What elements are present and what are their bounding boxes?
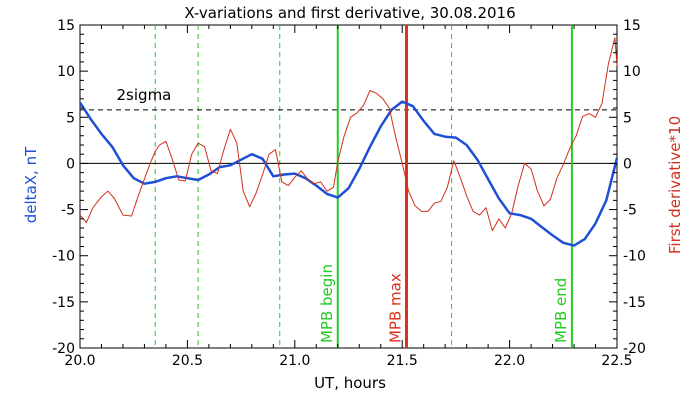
x-tick-label: 21.0 [279, 353, 310, 369]
y-right-tick-label: 0 [623, 156, 632, 172]
y-right-tick-label: 15 [623, 18, 641, 34]
x-tick-label: 20.5 [172, 353, 203, 369]
y-axis-label-right: First derivative*10 [666, 116, 684, 254]
plot-area: 2sigma MPB begin MPB max MPB end 20.0 20.5 21.… [52, 18, 646, 369]
y-right-tick-label: -10 [623, 249, 646, 265]
mpb-marker-label: MPB max [386, 273, 404, 343]
y-left-tick-label: -20 [52, 341, 75, 357]
y-left-tick-label: 0 [66, 156, 75, 172]
plot-frame [79, 24, 618, 349]
series-line-derivative [79, 37, 618, 232]
y-right-tick-label: -20 [623, 341, 646, 357]
x-tick-label: 22.5 [601, 353, 632, 369]
y-left-tick-label: -15 [52, 295, 75, 311]
chart-title: X-variations and first derivative, 30.08… [184, 4, 515, 22]
y-left-tick-label: 15 [57, 18, 75, 34]
sigma-label: 2sigma [117, 86, 172, 104]
mpb-marker-label: MPB begin [318, 264, 336, 343]
x-tick-label: 20.0 [64, 353, 95, 369]
x-tick-label: 21.5 [387, 353, 418, 369]
y-axis-label-left: deltaX, nT [22, 146, 40, 223]
y-right-tick-label: 10 [623, 64, 641, 80]
series-line-deltax [78, 100, 619, 247]
mpb-marker-label: MPB end [552, 278, 570, 343]
x-tick-label: 22.0 [494, 353, 525, 369]
y-right-tick-label: -5 [623, 203, 637, 219]
y-left-tick-label: 5 [66, 110, 75, 126]
y-right-tick-label: 5 [623, 110, 632, 126]
y-right-tick-label: -15 [623, 295, 646, 311]
y-left-tick-label: -5 [61, 203, 75, 219]
y-left-tick-label: -10 [52, 249, 75, 265]
x-axis-label: UT, hours [314, 374, 386, 392]
y-left-tick-label: 10 [57, 64, 75, 80]
